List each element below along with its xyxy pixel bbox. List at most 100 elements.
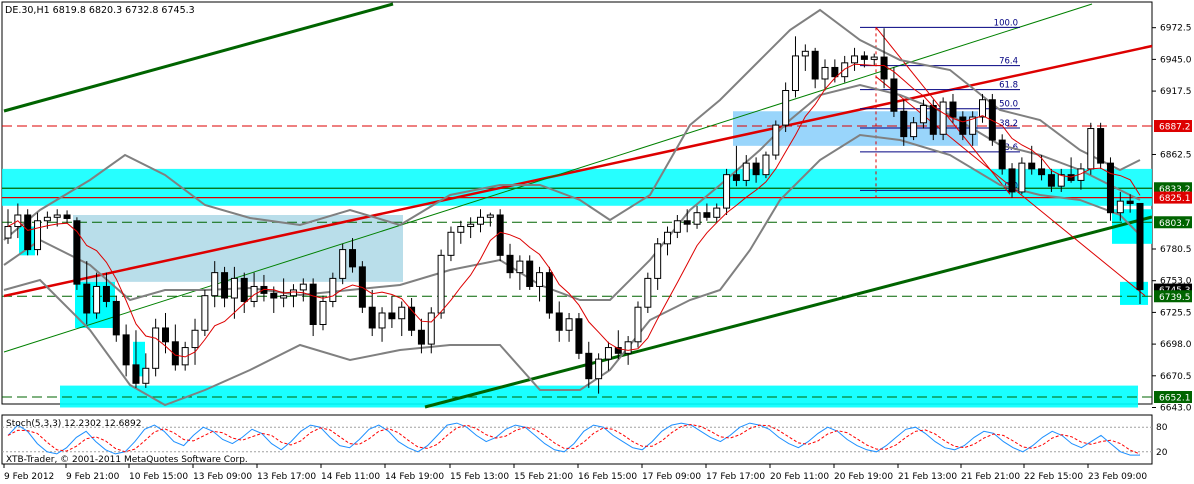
candle-body: [949, 101, 957, 118]
candle: [919, 99, 927, 129]
time-tick-label: 14 Feb 19:00: [385, 472, 444, 482]
candle: [526, 255, 534, 290]
candle: [417, 318, 425, 354]
candle: [63, 210, 71, 224]
candle-body: [634, 306, 642, 343]
candle: [693, 205, 701, 229]
candle-body: [457, 226, 465, 233]
candle: [555, 301, 563, 342]
candle: [575, 312, 583, 360]
candle: [752, 157, 760, 183]
candle-body: [476, 216, 484, 225]
fib-label: 76.4: [999, 57, 1018, 67]
price-marker-bg: [1154, 391, 1192, 404]
candle-body: [604, 347, 612, 360]
candle: [408, 297, 416, 337]
price-marker-bg: [1154, 290, 1192, 303]
candle-body: [152, 327, 160, 369]
candle-body: [575, 318, 583, 354]
fib-label: 100.0: [994, 18, 1018, 28]
candle-body: [230, 277, 238, 299]
candle-body: [811, 50, 819, 80]
candle-body: [417, 329, 425, 345]
moving-average-line: [7, 63, 1141, 358]
price-marker-label: 6652.1: [1159, 394, 1191, 404]
candle-body: [782, 90, 790, 126]
stoch-signal-line: [7, 423, 1141, 455]
candle: [713, 203, 721, 224]
candle: [1097, 122, 1105, 169]
candle-body: [752, 162, 760, 176]
candle-body: [1126, 200, 1134, 204]
time-tick-label: 15 Feb 21:00: [514, 472, 573, 482]
candle-body: [870, 56, 878, 60]
candle: [536, 266, 544, 302]
candle: [565, 312, 573, 342]
candle-body: [516, 260, 524, 274]
candle: [664, 226, 672, 256]
candle: [801, 44, 809, 71]
candle: [762, 151, 770, 179]
candle: [230, 266, 238, 319]
candle: [1008, 163, 1016, 198]
candle-body: [890, 78, 898, 112]
candle-body: [693, 212, 701, 225]
candle-body: [979, 99, 987, 118]
candle: [1038, 155, 1046, 181]
candle: [998, 134, 1006, 175]
candle: [614, 330, 622, 360]
candle: [723, 168, 731, 215]
candle: [102, 272, 110, 308]
candle: [1106, 157, 1114, 221]
candle-body: [851, 55, 859, 64]
candle: [319, 295, 327, 331]
candle-body: [467, 223, 475, 228]
candle: [929, 99, 937, 141]
candle-body: [102, 285, 110, 302]
candle-body: [683, 220, 691, 225]
candle-body: [309, 283, 317, 326]
candle-body: [240, 277, 248, 302]
candle: [388, 295, 396, 328]
candle-body: [299, 283, 307, 291]
candle: [83, 261, 91, 325]
candle-body: [339, 249, 347, 279]
candle: [329, 272, 337, 308]
candle-body: [1116, 200, 1124, 214]
candle-body: [427, 312, 435, 345]
candle-body: [762, 154, 770, 176]
candle-body: [536, 272, 544, 287]
candle: [309, 278, 317, 337]
candle-body: [860, 55, 868, 60]
candle-body: [161, 327, 169, 343]
candle: [427, 307, 435, 354]
candle: [673, 214, 681, 239]
candle-body: [624, 341, 632, 354]
time-tick-label: 14 Feb 11:00: [321, 472, 380, 482]
time-tick-label: 20 Feb 19:00: [834, 472, 893, 482]
candle-body: [1038, 168, 1046, 176]
candle-body: [988, 99, 996, 141]
candle-body: [1028, 162, 1036, 170]
candle: [34, 212, 42, 256]
price-tick-label: 6862.5: [1160, 150, 1192, 160]
candle-body: [329, 277, 337, 302]
range-zone-box: [73, 214, 403, 282]
candle: [654, 238, 662, 290]
candle: [683, 209, 691, 233]
candle: [782, 82, 790, 133]
candle-body: [565, 318, 573, 331]
candle-body: [43, 216, 51, 222]
price-tick-label: 6698.0: [1160, 340, 1192, 350]
candle: [516, 255, 524, 290]
zone-small-5: [1120, 281, 1148, 305]
candle: [368, 289, 376, 337]
trend-channel-lower: [424, 215, 1153, 409]
candle-body: [555, 312, 563, 331]
candle-body: [969, 116, 977, 135]
support-zone-lower: [60, 385, 1138, 408]
candle-body: [63, 214, 71, 219]
candle-body: [723, 174, 731, 209]
candle-body: [398, 306, 406, 320]
candle-body: [1087, 128, 1095, 170]
